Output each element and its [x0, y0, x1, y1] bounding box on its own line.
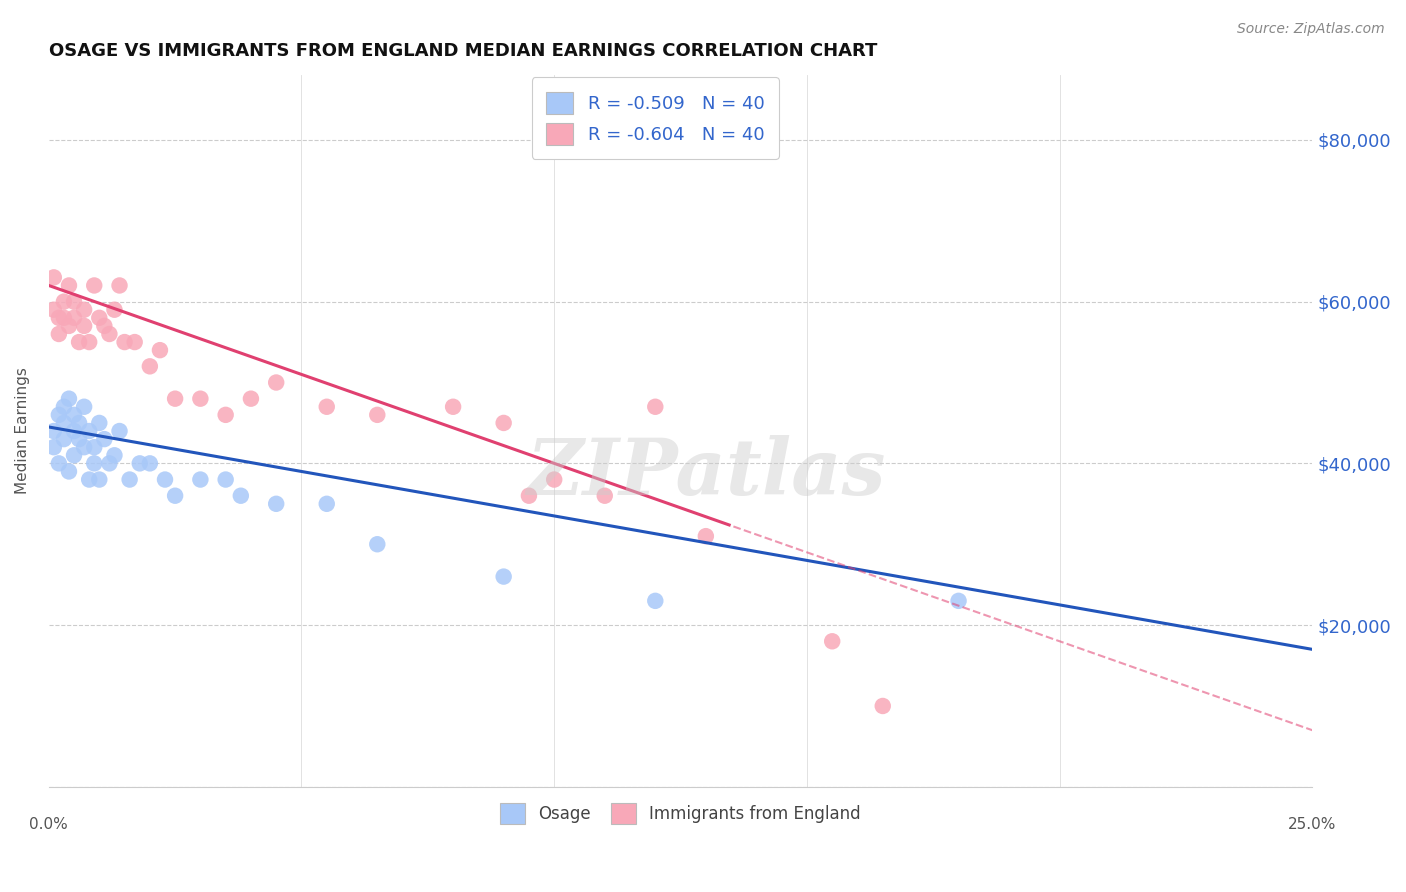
- Point: [52, 432, 75, 446]
- Point: [48, 326, 70, 341]
- Point: [98, 456, 121, 470]
- Point: [149, 343, 172, 358]
- Text: ZIPatlas: ZIPatlas: [526, 435, 886, 512]
- Point: [229, 489, 252, 503]
- Legend: Osage, Immigrants from England: Osage, Immigrants from England: [492, 795, 869, 832]
- Point: [58, 318, 80, 333]
- Point: [103, 448, 125, 462]
- Point: [48, 456, 70, 470]
- Point: [67, 432, 90, 446]
- Point: [118, 473, 141, 487]
- Point: [63, 408, 86, 422]
- Point: [58, 278, 80, 293]
- Point: [52, 310, 75, 325]
- Point: [42, 440, 65, 454]
- Point: [73, 400, 96, 414]
- Point: [108, 278, 131, 293]
- Point: [165, 489, 187, 503]
- Point: [644, 400, 666, 414]
- Point: [83, 440, 105, 454]
- Point: [58, 465, 80, 479]
- Point: [264, 376, 287, 390]
- Point: [315, 497, 337, 511]
- Point: [67, 334, 90, 349]
- Point: [77, 473, 100, 487]
- Point: [593, 489, 616, 503]
- Point: [103, 302, 125, 317]
- Point: [153, 473, 176, 487]
- Point: [93, 432, 115, 446]
- Point: [165, 392, 187, 406]
- Point: [93, 318, 115, 333]
- Point: [139, 456, 162, 470]
- Text: OSAGE VS IMMIGRANTS FROM ENGLAND MEDIAN EARNINGS CORRELATION CHART: OSAGE VS IMMIGRANTS FROM ENGLAND MEDIAN …: [49, 42, 877, 60]
- Point: [872, 698, 894, 713]
- Point: [492, 416, 515, 430]
- Point: [83, 456, 105, 470]
- Point: [214, 473, 236, 487]
- Point: [695, 529, 717, 543]
- Point: [366, 537, 388, 551]
- Point: [52, 400, 75, 414]
- Point: [77, 334, 100, 349]
- Point: [73, 318, 96, 333]
- Point: [42, 424, 65, 438]
- Point: [67, 416, 90, 430]
- Point: [190, 473, 212, 487]
- Point: [63, 424, 86, 438]
- Point: [543, 473, 565, 487]
- Point: [52, 294, 75, 309]
- Point: [58, 392, 80, 406]
- Text: Source: ZipAtlas.com: Source: ZipAtlas.com: [1237, 22, 1385, 37]
- Point: [492, 569, 515, 583]
- Point: [73, 302, 96, 317]
- Point: [63, 448, 86, 462]
- Point: [190, 392, 212, 406]
- Y-axis label: Median Earnings: Median Earnings: [15, 368, 30, 494]
- Point: [139, 359, 162, 374]
- Point: [89, 416, 111, 430]
- Point: [948, 594, 970, 608]
- Point: [89, 310, 111, 325]
- Point: [821, 634, 844, 648]
- Point: [239, 392, 262, 406]
- Point: [48, 310, 70, 325]
- Point: [48, 408, 70, 422]
- Point: [52, 416, 75, 430]
- Point: [264, 497, 287, 511]
- Point: [517, 489, 540, 503]
- Point: [42, 302, 65, 317]
- Point: [89, 473, 111, 487]
- Point: [124, 334, 146, 349]
- Point: [63, 294, 86, 309]
- Point: [441, 400, 464, 414]
- Point: [73, 440, 96, 454]
- Point: [63, 310, 86, 325]
- Text: 0.0%: 0.0%: [30, 817, 67, 832]
- Point: [366, 408, 388, 422]
- Point: [83, 278, 105, 293]
- Point: [214, 408, 236, 422]
- Point: [315, 400, 337, 414]
- Text: 25.0%: 25.0%: [1288, 817, 1337, 832]
- Point: [128, 456, 150, 470]
- Point: [42, 270, 65, 285]
- Point: [77, 424, 100, 438]
- Point: [98, 326, 121, 341]
- Point: [114, 334, 136, 349]
- Point: [108, 424, 131, 438]
- Point: [644, 594, 666, 608]
